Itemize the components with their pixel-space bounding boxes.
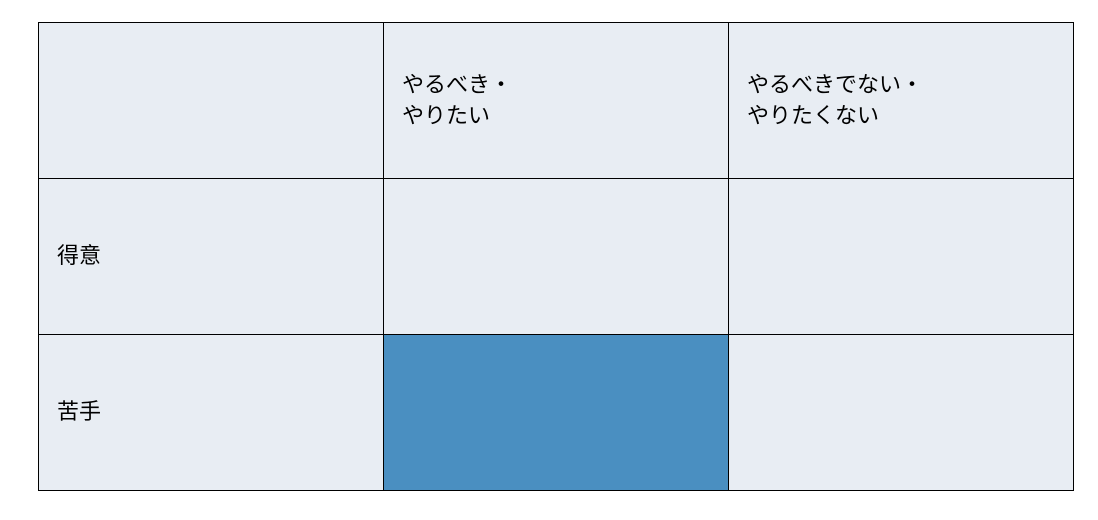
row-good-at: 得意 [39,179,1074,335]
cell-good-at-should [384,179,729,335]
row-label-good-at: 得意 [39,179,384,335]
header-cell-shouldnot-dontwant: やるべきでない・ やりたくない [729,23,1074,179]
row-bad-at: 苦手 [39,335,1074,491]
header-cell-blank [39,23,384,179]
cell-good-at-shouldnot [729,179,1074,335]
header-cell-should-want: やるべき・ やりたい [384,23,729,179]
header-row: やるべき・ やりたい やるべきでない・ やりたくない [39,23,1074,179]
cell-bad-at-shouldnot [729,335,1074,491]
skill-priority-matrix: やるべき・ やりたい やるべきでない・ やりたくない 得意 苦手 [38,22,1074,491]
cell-bad-at-should [384,335,729,491]
row-label-bad-at: 苦手 [39,335,384,491]
